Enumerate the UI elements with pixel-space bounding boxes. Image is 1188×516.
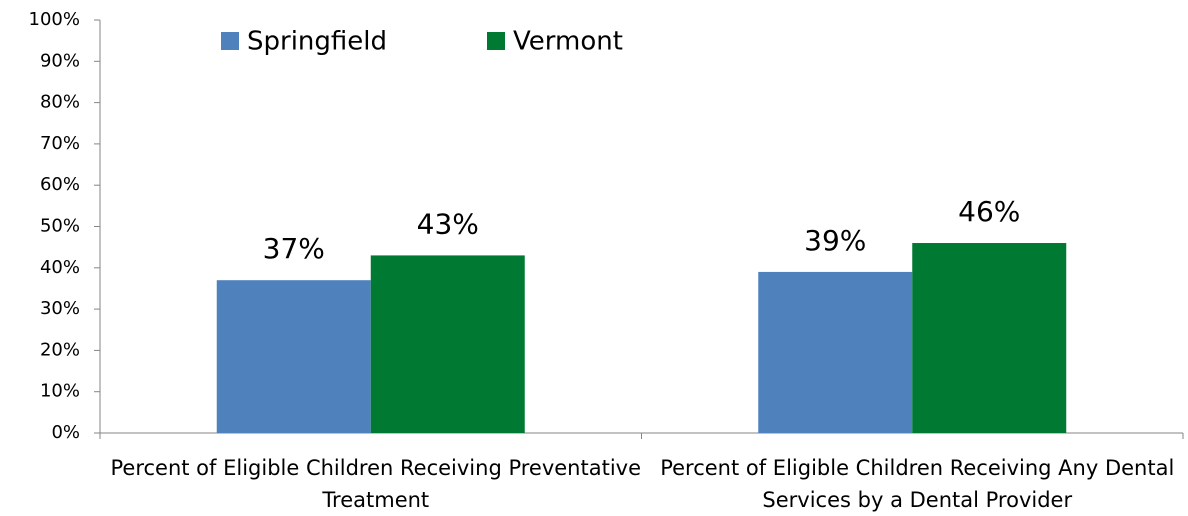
bar — [912, 243, 1067, 433]
y-tick-label: 100% — [29, 9, 80, 30]
legend-swatch — [487, 32, 505, 50]
data-label: 43% — [417, 207, 479, 240]
y-tick-label: 50% — [40, 216, 80, 237]
y-tick-label: 40% — [40, 257, 80, 278]
legend-swatch — [221, 32, 239, 50]
legend-label: Springfield — [247, 27, 387, 57]
y-tick-label: 90% — [40, 50, 80, 71]
data-label: 37% — [263, 232, 325, 265]
legend-label: Vermont — [513, 27, 623, 57]
y-tick-label: 70% — [40, 133, 80, 154]
y-tick-label: 60% — [40, 174, 80, 195]
y-tick-label: 80% — [40, 92, 80, 113]
bar — [216, 280, 371, 433]
data-label: 39% — [804, 224, 866, 257]
data-label: 46% — [958, 195, 1020, 228]
y-tick-label: 0% — [51, 422, 80, 443]
bar — [370, 255, 525, 433]
y-tick-label: 20% — [40, 339, 80, 360]
y-tick-label: 10% — [40, 381, 80, 402]
bar — [758, 271, 913, 433]
y-tick-label: 30% — [40, 298, 80, 319]
x-tick-label: Percent of Eligible Children Receiving A… — [660, 456, 1175, 512]
x-tick-label: Percent of Eligible Children Receiving P… — [110, 456, 642, 512]
